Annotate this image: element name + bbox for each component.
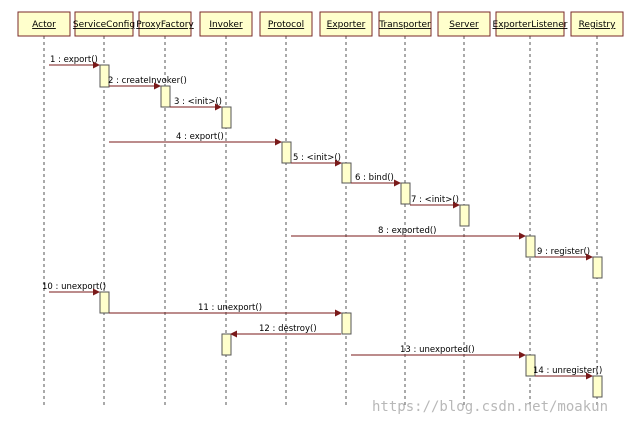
lifeline-server-label: Server [449,20,479,30]
messages: 1 : export() 2 : createInvoker() 3 : <init… [42,55,602,380]
lifeline-exporter: Exporter [319,11,373,405]
lifeline-actor-label: Actor [32,20,56,30]
message-6-label: 6 : bind() [355,173,394,183]
activation-invoker-3 [221,106,232,129]
message-10: 10 : unexport() [42,282,106,296]
activation-invoker-12 [221,333,232,356]
message-2: 2 : createInvoker() [108,76,187,90]
lifeline-actor: Actor [17,11,71,405]
lifeline-protocol-label: Protocol [268,20,304,30]
activation-exporterlistener-13 [525,354,536,377]
activation-exporter-5 [341,162,352,184]
activation-serviceconfig-10 [99,291,110,314]
message-12: 12 : destroy() [230,324,341,338]
message-11-label: 11 : unexport() [198,303,262,313]
lifeline-serviceconfig-label: ServiceConfig [73,20,135,30]
message-3-label: 3 : <init>() [174,97,222,107]
activation-exporter-11 [341,312,352,335]
lifeline-actor-box [17,11,71,37]
message-7-label: 7 : <init>() [411,195,459,205]
activation-registry-9 [592,256,603,279]
watermark-text: https://blog.csdn.net/moakun [372,399,608,415]
lifeline-invoker-box [199,11,253,37]
message-13: 13 : unexported() [351,345,526,359]
lifeline-serviceconfig: ServiceConfig [73,11,135,405]
activation-server-7 [459,204,470,227]
lifeline-exporter-label: Exporter [327,20,366,30]
message-5: 5 : <init>() [291,153,342,167]
activation-transporter-6 [400,182,411,205]
lifeline-exporterlistener-label: ExporterListener [493,20,568,30]
lifeline-invoker-label: Invoker [209,20,243,30]
lifeline-transporter-box [378,11,432,37]
lifelines: Actor ServiceConfig ProxyFactory Invoker Pro… [17,11,624,405]
message-5-label: 5 : <init>() [293,153,341,163]
activations [99,64,603,398]
lifeline-protocol-box [259,11,313,37]
lifeline-registry: Registry [570,11,624,405]
activation-exporterlistener-8 [525,235,536,258]
message-8: 8 : exported() [291,226,526,240]
lifeline-exporterlistener: ExporterListener [493,11,568,405]
message-13-label: 13 : unexported() [400,345,475,355]
activation-serviceconfig-1 [99,64,110,88]
message-2-label: 2 : createInvoker() [108,76,187,86]
message-6: 6 : bind() [351,173,401,187]
message-4: 4 : export() [109,132,282,146]
message-14-label: 14 : unregister() [533,366,602,376]
lifeline-transporter-label: Transporter [378,20,431,30]
message-14: 14 : unregister() [533,366,602,380]
lifeline-server-box [437,11,491,37]
message-3: 3 : <init>() [170,97,222,111]
lifeline-server: Server [437,11,491,405]
message-12-label: 12 : destroy() [259,324,317,334]
lifeline-proxyfactory: ProxyFactory [136,11,194,405]
message-1: 1 : export() [49,55,100,69]
lifeline-exporter-box [319,11,373,37]
activation-protocol-4 [281,141,292,164]
lifeline-transporter: Transporter [378,11,432,405]
message-7: 7 : <init>() [410,195,460,209]
message-8-label: 8 : exported() [378,226,436,236]
activation-registry-14 [592,375,603,398]
message-11: 11 : unexport() [109,303,342,317]
message-4-label: 4 : export() [176,132,224,142]
lifeline-registry-label: Registry [579,20,617,30]
lifeline-protocol: Protocol [259,11,313,405]
lifeline-serviceconfig-box [74,11,134,37]
message-1-label: 1 : export() [50,55,98,65]
lifeline-proxyfactory-box [138,11,192,37]
lifeline-proxyfactory-label: ProxyFactory [136,20,194,30]
message-9-label: 9 : register() [537,247,590,257]
lifeline-exporterlistener-box [495,11,565,37]
message-10-label: 10 : unexport() [42,282,106,292]
message-9: 9 : register() [535,247,593,261]
lifeline-registry-box [570,11,624,37]
activation-proxyfactory-2 [160,85,171,108]
